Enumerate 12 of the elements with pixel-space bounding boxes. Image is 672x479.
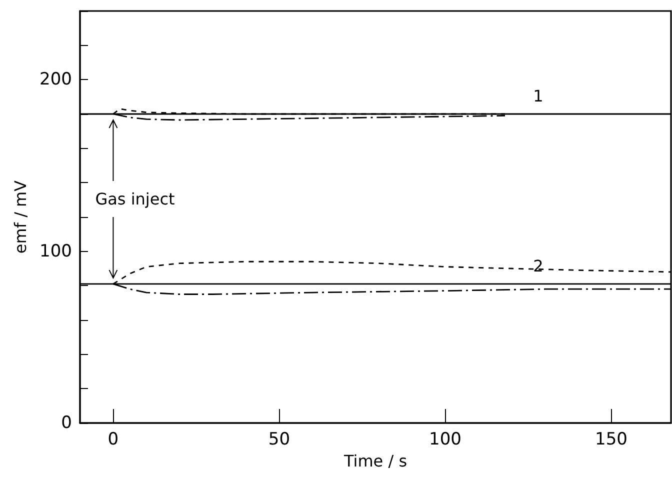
x-axis-title: Time / s bbox=[342, 452, 408, 470]
x-tick-label: 100 bbox=[429, 430, 462, 450]
y-tick-label: 0 bbox=[61, 413, 72, 433]
y-axis-title: emf / mV bbox=[11, 180, 30, 254]
y-tick-label: 100 bbox=[40, 241, 72, 262]
x-tick-label: 50 bbox=[268, 430, 290, 450]
annotation: 1 bbox=[533, 86, 544, 106]
x-tick-label: 150 bbox=[595, 430, 628, 450]
annotation: 2 bbox=[533, 256, 544, 276]
y-tick-label: 200 bbox=[40, 70, 72, 90]
annotation: Gas inject bbox=[95, 189, 175, 208]
x-tick-label: 0 bbox=[108, 430, 119, 450]
